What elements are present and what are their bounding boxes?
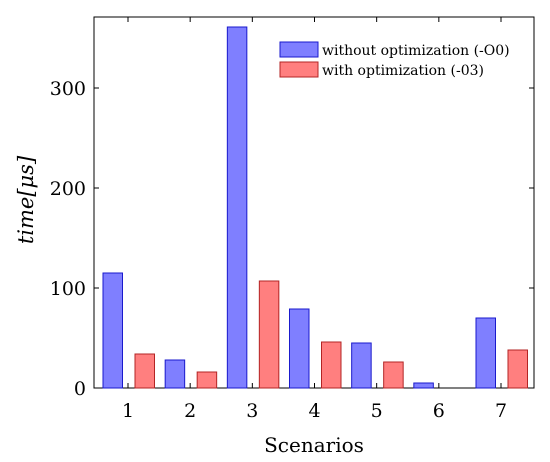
- bar-without-optimization: [226, 26, 248, 389]
- x-tick-label: 2: [184, 400, 196, 422]
- legend-swatch-with-optimization: [279, 61, 319, 78]
- x-axis-label: Scenarios: [264, 433, 364, 457]
- y-tick-label: 0: [74, 378, 86, 400]
- bar-with-optimization: [258, 280, 280, 389]
- legend-label-without-optimization: without optimization (-O0): [322, 43, 510, 59]
- bar-with-optimization: [196, 371, 218, 389]
- x-tick-label: 3: [246, 400, 258, 422]
- x-tick-label: 7: [495, 400, 507, 422]
- y-tick-label: 100: [50, 278, 86, 300]
- x-tick-label: 6: [433, 400, 445, 422]
- legend-swatch-without-optimization: [279, 41, 319, 58]
- bar-without-optimization: [289, 308, 310, 389]
- y-tick-label: 200: [50, 178, 86, 200]
- x-axis-ticks: 1 2 3 4 5 6 7: [122, 17, 507, 422]
- bar-without-optimization: [351, 342, 372, 389]
- y-axis-label: time[μs]: [14, 155, 38, 244]
- bar-without-optimization: [413, 382, 434, 389]
- bar-with-optimization: [507, 349, 528, 389]
- bars: [102, 26, 528, 389]
- x-tick-label: 5: [371, 400, 383, 422]
- bar-with-optimization: [383, 361, 404, 389]
- bar-without-optimization: [475, 317, 496, 389]
- bar-without-optimization: [102, 272, 123, 389]
- y-axis-label-unit: [μs]: [14, 155, 38, 197]
- bar-without-optimization: [164, 359, 186, 389]
- x-tick-label: 1: [122, 400, 134, 422]
- x-tick-label: 4: [308, 400, 320, 422]
- y-axis-ticks: 0 100 200 300: [50, 78, 534, 400]
- legend-label-with-optimization: with optimization (-03): [322, 63, 484, 79]
- bar-with-optimization: [134, 353, 155, 389]
- legend: without optimization (-O0) with optimiza…: [272, 38, 522, 82]
- y-tick-label: 300: [50, 78, 86, 100]
- y-axis-label-quantity: time: [14, 197, 38, 245]
- bar-with-optimization: [321, 341, 342, 389]
